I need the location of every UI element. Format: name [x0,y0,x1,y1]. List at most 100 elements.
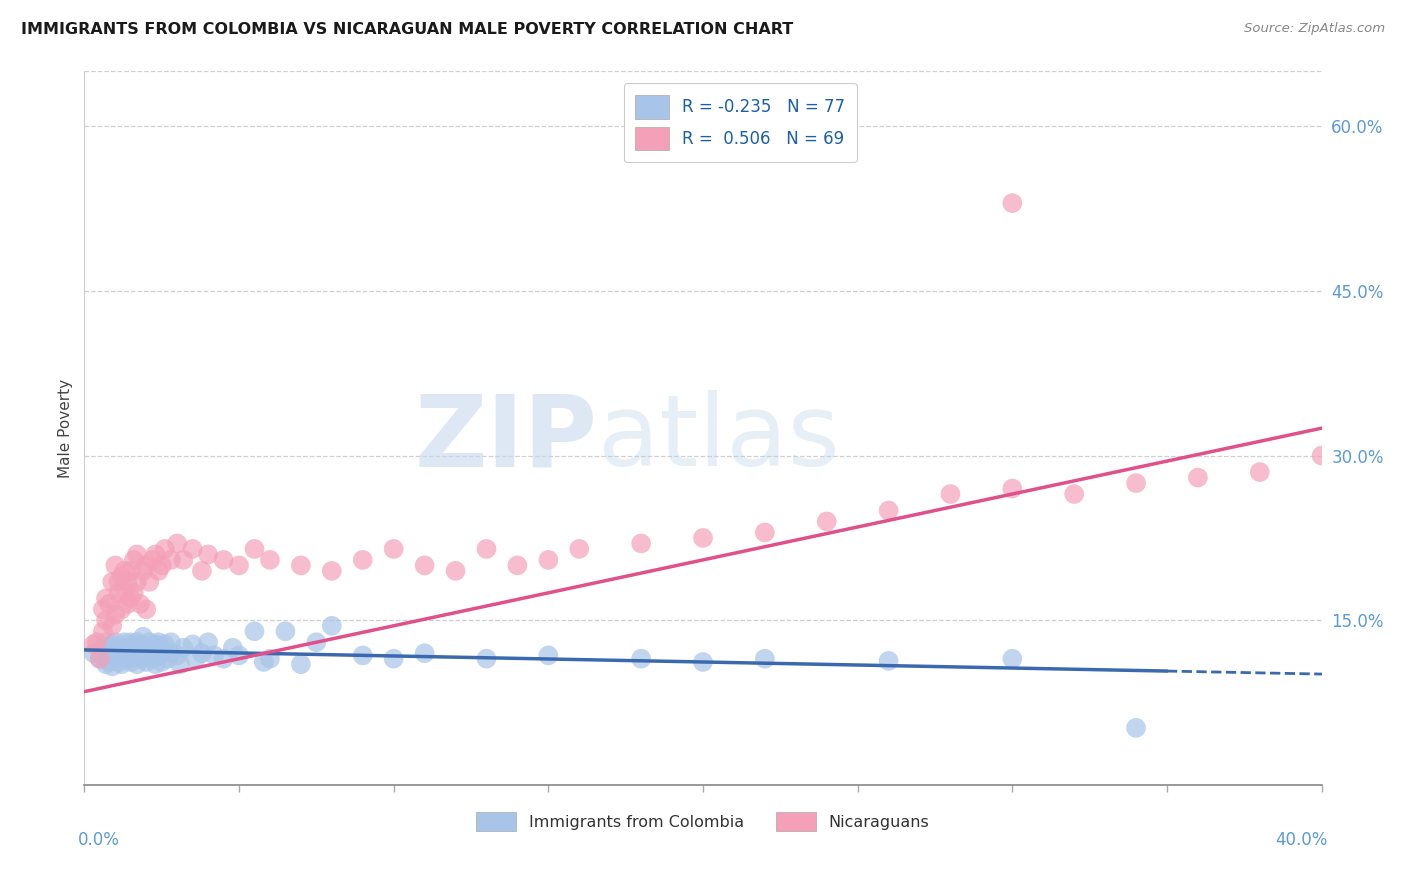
Point [148,564,170,578]
Point [120,591,142,606]
Point [259,553,281,567]
Point [166,648,188,663]
Point [107,574,129,589]
Point [352,553,374,567]
Text: Source: ZipAtlas.com: Source: ZipAtlas.com [1244,22,1385,36]
Point [104,607,127,622]
Point [212,651,235,665]
Point [1001,196,1024,211]
Point [94,635,117,649]
Point [104,558,127,573]
Point [117,574,139,589]
Point [122,648,145,663]
Point [91,624,114,639]
Point [184,651,207,665]
Point [104,646,127,660]
Point [475,651,498,665]
Point [181,541,204,556]
Point [120,564,142,578]
Point [506,558,529,573]
Point [125,574,148,589]
Point [321,619,343,633]
Point [630,651,652,665]
Point [160,635,183,649]
Point [160,553,183,567]
Point [1001,651,1024,665]
Point [138,648,160,663]
Point [135,655,157,669]
Point [253,655,276,669]
Point [141,651,163,665]
Point [101,659,124,673]
Point [135,558,157,573]
Point [138,635,160,649]
Point [114,586,136,600]
Point [145,657,167,672]
Point [129,637,152,651]
Point [181,637,204,651]
Point [475,541,498,556]
Point [1125,476,1147,491]
Point [145,637,167,651]
Point [98,655,121,669]
Point [110,640,132,655]
Y-axis label: Male Poverty: Male Poverty [58,378,73,478]
Text: IMMIGRANTS FROM COLOMBIA VS NICARAGUAN MALE POVERTY CORRELATION CHART: IMMIGRANTS FROM COLOMBIA VS NICARAGUAN M… [21,22,793,37]
Point [122,586,145,600]
Point [197,635,219,649]
Point [94,613,117,627]
Point [877,503,900,517]
Point [568,541,591,556]
Point [259,651,281,665]
Point [125,657,148,672]
Point [1249,465,1271,479]
Point [132,646,155,660]
Point [754,525,776,540]
Point [1187,470,1209,484]
Point [153,541,176,556]
Point [166,536,188,550]
Point [172,640,194,655]
Point [138,574,160,589]
Point [129,651,152,665]
Point [135,640,157,655]
Point [692,531,714,545]
Point [91,602,114,616]
Point [1001,482,1024,496]
Point [141,553,163,567]
Point [110,569,132,583]
Point [117,640,139,655]
Point [94,591,117,606]
Point [107,655,129,669]
Point [191,646,214,660]
Point [98,644,121,658]
Point [212,553,235,567]
Point [191,564,214,578]
Point [110,657,132,672]
Point [107,648,129,663]
Point [754,651,776,665]
Point [1125,721,1147,735]
Point [243,624,266,639]
Point [382,541,405,556]
Point [120,655,142,669]
Point [83,646,105,660]
Point [153,637,176,651]
Point [94,657,117,672]
Text: 0.0%: 0.0% [79,831,120,849]
Point [413,646,436,660]
Point [305,635,328,649]
Text: atlas: atlas [598,391,839,487]
Point [537,553,560,567]
Point [141,640,163,655]
Point [98,597,121,611]
Point [145,548,167,562]
Point [352,648,374,663]
Point [290,657,312,672]
Point [125,635,148,649]
Point [692,655,714,669]
Point [89,651,111,665]
Point [117,646,139,660]
Point [290,558,312,573]
Point [117,597,139,611]
